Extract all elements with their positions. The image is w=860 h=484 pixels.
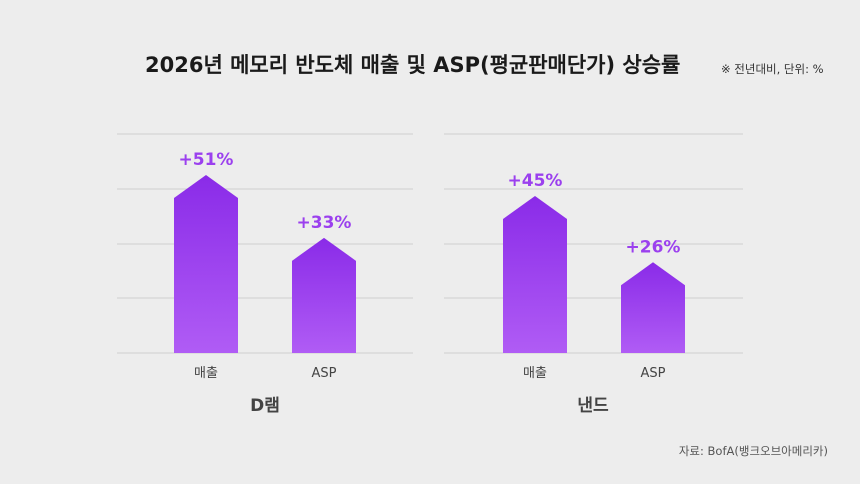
data-label: +51% xyxy=(179,150,234,170)
chart-title: 2026년 메모리 반도체 매출 및 ASP(평균판매단가) 상승률 xyxy=(145,53,680,77)
data-label: +33% xyxy=(297,213,352,233)
data-label: +45% xyxy=(508,171,563,191)
group-label: 낸드 xyxy=(577,396,609,416)
category-label: 매출 xyxy=(194,366,218,381)
bar-ASP xyxy=(292,237,356,353)
category-label: 매출 xyxy=(523,366,547,381)
data-label: +26% xyxy=(626,237,681,257)
bar-ASP xyxy=(621,262,685,353)
chart-note: ※ 전년대비, 단위: % xyxy=(721,62,824,76)
group-label: D램 xyxy=(250,396,280,416)
category-label: ASP xyxy=(312,366,337,381)
category-label: ASP xyxy=(641,366,666,381)
bar-매출 xyxy=(174,175,238,353)
bar-매출 xyxy=(503,195,567,353)
source-note: 자료: BofA(뱅크오브아메리카) xyxy=(679,444,828,458)
